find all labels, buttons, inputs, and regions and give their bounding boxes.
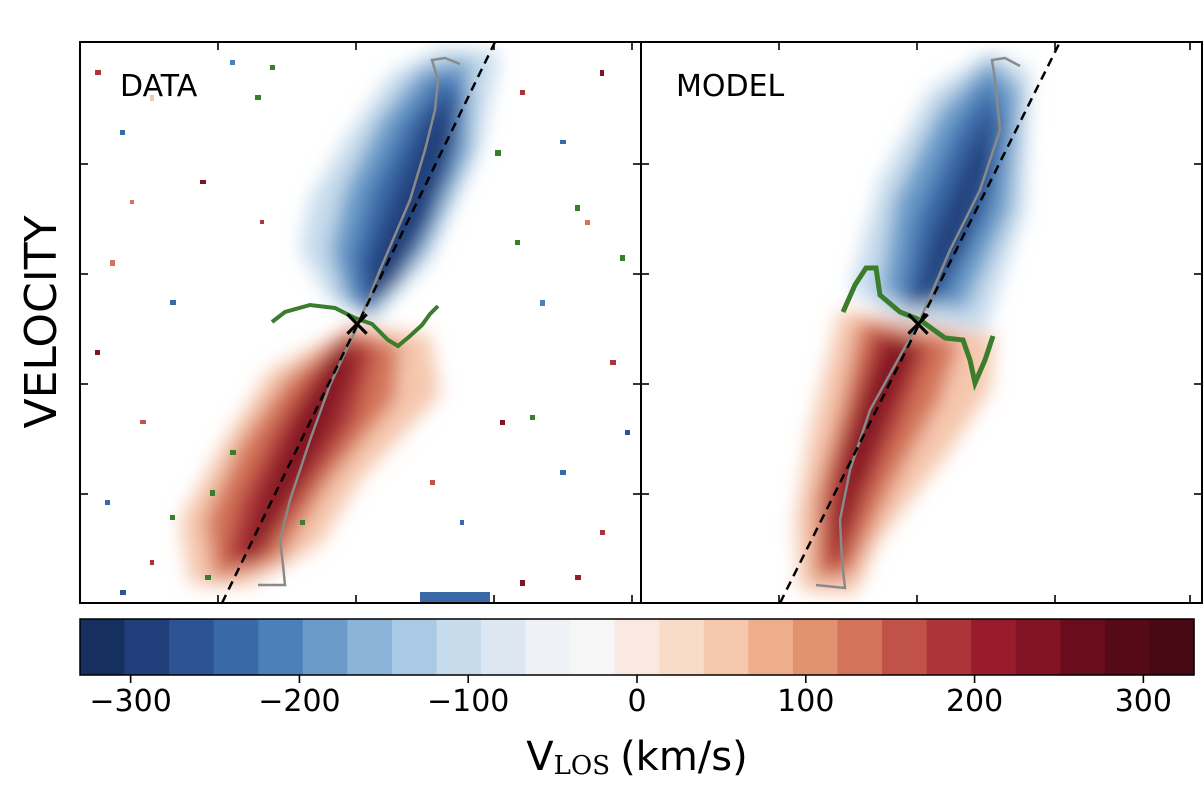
- data-center-marker: ×: [341, 301, 373, 345]
- data-panel: × DATA: [79, 41, 642, 604]
- colorbar-tick-label: −300: [89, 684, 171, 719]
- colorbar-cell: [302, 619, 348, 675]
- colorbar-cell: [391, 619, 438, 675]
- data-panel-title: DATA: [120, 69, 198, 104]
- model-velocity-field: ×: [778, 42, 1062, 603]
- data-ridge-line: [258, 56, 461, 587]
- colorbar-cell: [213, 619, 259, 675]
- colorbar-tick-label: 200: [946, 684, 1003, 719]
- colorbar-cell: [748, 619, 794, 675]
- colorbar-cell: [971, 619, 1017, 675]
- colorbar-cell: [1149, 619, 1195, 675]
- colorbar-cell: [792, 619, 839, 675]
- model-center-marker: ×: [902, 301, 934, 345]
- colorbar-cell: [169, 619, 215, 675]
- colorbar-label-subscript: LOS: [554, 751, 610, 781]
- data-green-flecks: [170, 65, 625, 580]
- colorbar-cell: [837, 619, 883, 675]
- colorbar-tick-label: 100: [777, 684, 834, 719]
- colorbar-tick-label: 0: [627, 684, 646, 719]
- colorbar-cell: [1015, 619, 1061, 675]
- colorbar-label: VLOS (km/s): [526, 734, 747, 781]
- colorbar-cell: [525, 619, 571, 675]
- colorbar-tick-label: −200: [258, 684, 340, 719]
- colorbar-cell: [347, 619, 393, 675]
- colorbar-cell: [436, 619, 482, 675]
- colorbar-tick-label: −100: [427, 684, 509, 719]
- colorbar-cell: [124, 619, 170, 675]
- colorbar-cell: [659, 619, 705, 675]
- colorbar-cell: [1060, 619, 1106, 675]
- y-axis-label: VELOCITY: [16, 215, 67, 428]
- colorbar-tick-label: 300: [1115, 684, 1172, 719]
- colorbar-cell: [1104, 619, 1151, 675]
- model-panel-title: MODEL: [676, 69, 785, 104]
- colorbar-cell: [570, 619, 616, 675]
- colorbar-cell: [481, 619, 527, 675]
- colorbar-label-main: V: [526, 734, 554, 780]
- colorbar-cell: [882, 619, 928, 675]
- data-velocity-field: ×: [95, 42, 630, 603]
- colorbar-cell: [614, 619, 660, 675]
- colorbar-cell: [703, 619, 749, 675]
- model-ticks: [641, 42, 1202, 603]
- colorbar-label-unit: (km/s): [620, 734, 748, 780]
- colorbar-cell: [926, 619, 972, 675]
- model-panel: × MODEL: [640, 41, 1203, 604]
- data-zero-velocity-contour: [270, 302, 440, 349]
- colorbar-cell: [80, 619, 126, 675]
- colorbar-cell: [258, 619, 304, 675]
- data-noise-speckles: [95, 60, 630, 602]
- data-ticks: [80, 42, 641, 603]
- colorbar: −300 −200 −100 0 100 200 300 VLOS (km/s): [79, 618, 1195, 781]
